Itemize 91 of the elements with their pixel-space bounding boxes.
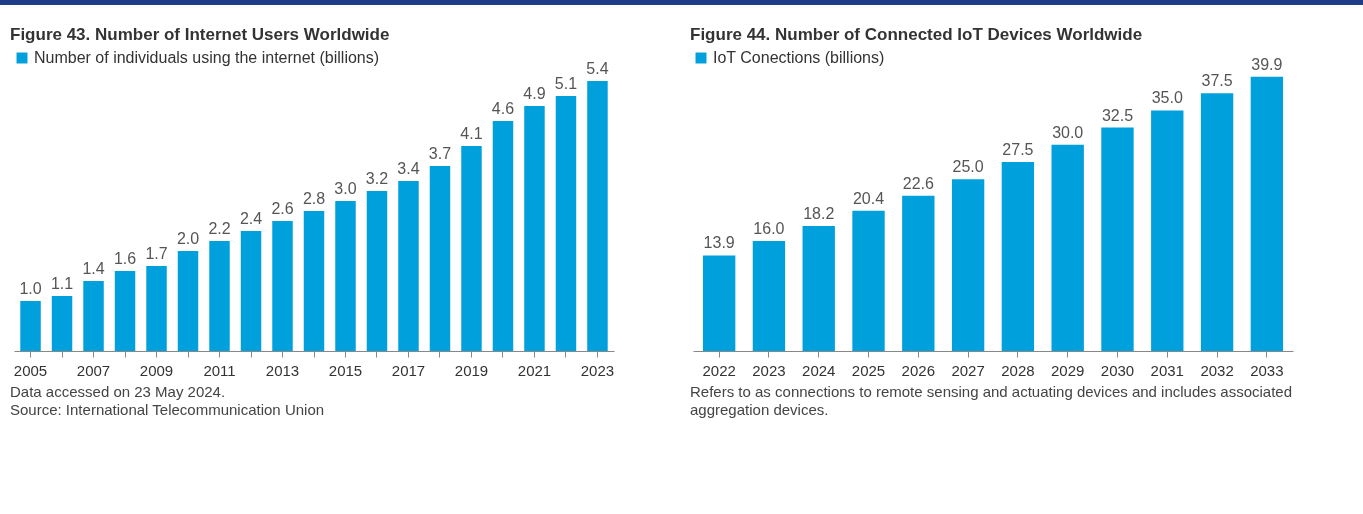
- data-label: 1.1: [50, 275, 74, 292]
- data-label: 4.6: [491, 100, 515, 117]
- bar: [146, 266, 167, 351]
- bar: [1250, 76, 1284, 351]
- bar: [240, 231, 262, 351]
- data-label: 1.7: [145, 245, 168, 262]
- bar: [1001, 161, 1035, 351]
- x-tick-label: 2015: [328, 361, 363, 379]
- x-tick-label: 2013: [265, 361, 300, 379]
- x-tick-label: 2023: [580, 361, 615, 379]
- data-label: 2.6: [271, 200, 294, 217]
- bar: [335, 201, 356, 351]
- x-tick-label: 2011: [203, 361, 236, 379]
- bar: [177, 251, 199, 351]
- bar: [555, 96, 577, 351]
- x-tick-label: 2017: [391, 361, 426, 379]
- data-label: 13.9: [703, 234, 735, 252]
- bar: [114, 271, 136, 351]
- bar: [83, 281, 104, 351]
- data-label: 3.7: [428, 145, 452, 162]
- x-tick-label: 2007: [76, 361, 111, 379]
- data-label: 2.8: [302, 190, 326, 207]
- data-label: 20.4: [852, 189, 885, 207]
- bar: [951, 179, 985, 351]
- data-label: 4.9: [523, 85, 546, 102]
- data-label: 3.2: [365, 170, 389, 187]
- bar: [303, 211, 325, 351]
- legend-label: IoT Conections (billions): [713, 49, 885, 66]
- x-tick-label: 2030: [1100, 361, 1135, 379]
- bar: [492, 121, 514, 351]
- x-tick-label: 2029: [1051, 361, 1085, 379]
- bar: [752, 241, 786, 351]
- bar: [1200, 93, 1234, 351]
- data-label: 22.6: [902, 174, 934, 192]
- x-tick-label: 2021: [517, 361, 552, 379]
- data-label: 2.2: [208, 220, 231, 237]
- data-label: 25.0: [952, 158, 984, 176]
- data-label: 4.1: [460, 125, 483, 142]
- bar: [398, 181, 419, 351]
- bar: [209, 241, 230, 351]
- data-label: 5.1: [554, 75, 578, 92]
- chart-title: Figure 44. Number of Connected IoT Devices Worldwide: [690, 25, 1144, 45]
- bar: [524, 106, 545, 351]
- data-label: 1.6: [113, 250, 137, 267]
- x-tick-label: 2022: [702, 361, 736, 379]
- x-tick-label: 2024: [802, 361, 836, 379]
- bar: [1101, 127, 1134, 351]
- bar: [587, 81, 608, 351]
- bar: [1051, 144, 1084, 351]
- data-label: 37.5: [1201, 72, 1233, 90]
- bar: [272, 221, 293, 351]
- data-label: 3.4: [397, 160, 420, 177]
- x-tick-label: 2023: [752, 361, 786, 379]
- legend-label: Number of individuals using the internet (billions): [34, 49, 380, 66]
- data-label: 35.0: [1151, 89, 1183, 107]
- bar: [802, 225, 835, 351]
- bar: [1151, 110, 1184, 351]
- bar: [852, 210, 885, 351]
- data-label: 30.0: [1052, 123, 1084, 141]
- bar: [902, 195, 935, 351]
- bar: [461, 146, 482, 351]
- data-label: 2.0: [176, 230, 200, 247]
- bar: [366, 191, 388, 351]
- x-tick-label: 2005: [13, 361, 48, 379]
- source-note: Source: International Telecommunication Union: [10, 401, 326, 419]
- data-label: 18.2: [803, 204, 835, 222]
- chart-title: Figure 43. Number of Internet Users Worldwide: [10, 25, 391, 45]
- text: Refers to as connections to remote sensing and actuating devices and includes associated aggregation devices.: [690, 383, 1294, 419]
- data-label: 1.0: [19, 280, 42, 297]
- x-tick-label: 2019: [454, 361, 489, 379]
- x-tick-label: 2031: [1150, 361, 1184, 379]
- bar: [51, 296, 73, 351]
- bar: [20, 301, 41, 351]
- data-label: 3.0: [334, 180, 357, 197]
- x-tick-label: 2032: [1200, 361, 1234, 379]
- data-label: 32.5: [1101, 106, 1134, 124]
- bar: [702, 255, 736, 351]
- data-label: 16.0: [753, 220, 785, 237]
- data-label: 27.5: [1002, 140, 1034, 158]
- data-label: 5.4: [586, 60, 609, 77]
- text: Data accessed on 23 May 2024.: [10, 383, 227, 401]
- x-tick-label: 2033: [1250, 361, 1284, 379]
- x-tick-label: 2028: [1001, 361, 1035, 379]
- bar: [429, 166, 451, 351]
- x-tick-label: 2025: [851, 361, 886, 379]
- data-label: 39.9: [1251, 55, 1283, 73]
- data-label: 2.4: [239, 210, 263, 227]
- x-tick-label: 2027: [951, 361, 985, 379]
- x-tick-label: 2009: [139, 361, 174, 379]
- data-label: 1.4: [82, 260, 105, 277]
- x-tick-label: 2026: [901, 361, 935, 379]
